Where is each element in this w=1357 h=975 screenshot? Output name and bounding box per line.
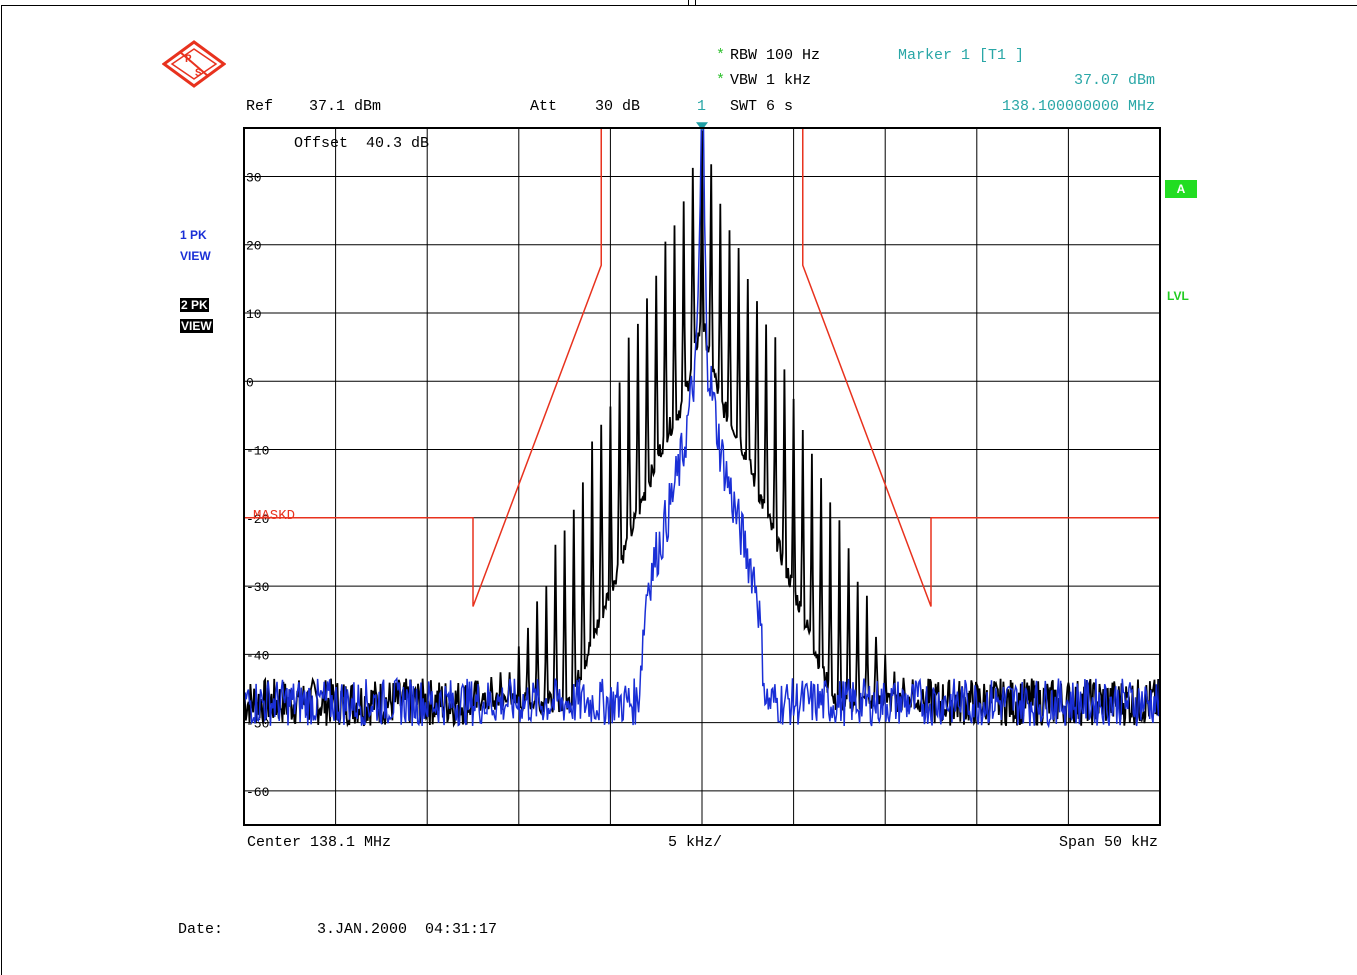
trace-a-badge: A	[1165, 180, 1197, 198]
date-value: 3.JAN.2000 04:31:17	[317, 921, 498, 938]
marker-1	[696, 122, 708, 131]
y-tick-label: -30	[246, 580, 269, 595]
y-tick-label: 20	[246, 239, 262, 254]
offset-label: Offset 40.3 dB	[294, 135, 429, 152]
marker-title: Marker 1 [T1 ]	[898, 47, 1025, 64]
vbw-star: *	[716, 72, 726, 89]
y-tick-label: -40	[246, 648, 269, 663]
level-indicator: LVL	[1167, 289, 1189, 303]
y-tick-label: 30	[246, 170, 262, 185]
y-tick-label: 10	[246, 307, 262, 322]
mask-label: MASKD	[253, 508, 295, 524]
att-label: Att	[530, 98, 558, 115]
trace2-view: VIEW	[180, 319, 213, 333]
y-tick-label: 0	[246, 375, 254, 390]
svg-text:R: R	[185, 54, 192, 66]
top-tick-mark	[688, 0, 696, 5]
svg-text:S: S	[195, 68, 202, 80]
ref-label: Ref	[246, 98, 274, 115]
trace1-view: VIEW	[180, 249, 211, 263]
frequency-per-division: 5 kHz/	[668, 834, 723, 851]
date-label: Date:	[178, 921, 224, 938]
plot-border	[243, 127, 1161, 826]
vbw-setting: VBW 1 kHz	[730, 72, 812, 89]
rbw-star: *	[716, 47, 726, 64]
sweep-time: SWT 6 s	[730, 98, 794, 115]
ref-value: 37.1 dBm	[309, 98, 382, 115]
y-tick-label: -60	[246, 785, 269, 800]
trace1-mode: 1 PK	[180, 228, 207, 242]
rohde-schwarz-logo-icon: R S	[162, 40, 226, 88]
y-tick-label: -20	[246, 512, 269, 527]
trace2-mode: 2 PK	[180, 298, 209, 312]
window-frame	[1, 5, 1357, 975]
rbw-setting: RBW 100 Hz	[730, 47, 821, 64]
y-tick-label: -10	[246, 444, 269, 459]
att-value: 30 dB	[595, 98, 641, 115]
marker-1-triangle	[696, 122, 708, 131]
center-frequency: Center 138.1 MHz	[247, 834, 392, 851]
marker-frequency: 138.100000000 MHz	[1001, 98, 1155, 115]
marker-number: 1	[697, 98, 707, 115]
frequency-span: Span 50 kHz	[1058, 834, 1158, 851]
marker-level: 37.07 dBm	[1073, 72, 1155, 89]
